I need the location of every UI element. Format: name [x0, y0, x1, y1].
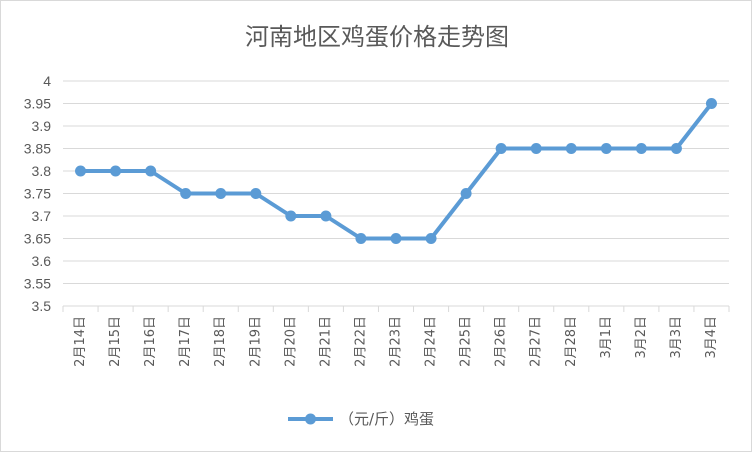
x-tick-label: 2月26日	[494, 316, 509, 367]
data-point	[75, 165, 87, 177]
data-point	[460, 188, 472, 199]
x-tick-label: 2月24日	[424, 316, 439, 367]
x-tick-label: 2月19日	[248, 316, 263, 367]
y-tick-label: 3.55	[24, 276, 51, 292]
series-eggs	[75, 98, 717, 244]
y-tick-label: 3.7	[32, 208, 52, 224]
x-tick-label: 2月27日	[529, 316, 544, 367]
y-tick-label: 3.6	[32, 253, 52, 269]
y-tick-label: 3.75	[24, 186, 51, 202]
y-tick-label: 3.65	[24, 231, 51, 247]
chart-title: 河南地区鸡蛋价格走势图	[245, 23, 509, 51]
data-point	[530, 143, 542, 154]
y-tick-label: 4	[43, 73, 51, 89]
x-tick-label: 2月17日	[178, 316, 193, 367]
x-tick-label: 2月21日	[318, 316, 333, 367]
data-point	[250, 188, 262, 199]
legend-marker-icon	[305, 413, 316, 425]
x-tick-label: 2月16日	[143, 316, 158, 367]
y-tick-label: 3.9	[32, 118, 52, 134]
data-point	[215, 188, 227, 199]
y-tick-label: 3.95	[24, 96, 51, 112]
x-tick-label: 2月25日	[459, 316, 474, 367]
x-tick-label: 2月22日	[353, 316, 368, 367]
data-point	[425, 233, 437, 244]
x-tick-label: 3月2日	[634, 316, 649, 359]
x-axis-ticks: 2月14日 2月15日 2月16日 2月17日 2月18日 2月19日 2月20日 2月21日…	[62, 306, 730, 367]
x-tick-label: 3月4日	[704, 316, 719, 359]
x-tick-label: 2月18日	[213, 316, 228, 367]
data-point	[565, 143, 577, 154]
x-tick-label: 2月15日	[108, 316, 123, 367]
data-point	[705, 98, 717, 109]
data-point	[355, 233, 367, 244]
x-tick-label: 2月14日	[73, 316, 88, 367]
data-point	[495, 143, 507, 154]
gridlines	[63, 80, 729, 307]
data-point	[670, 143, 682, 154]
x-tick-label: 3月3日	[669, 316, 684, 359]
data-point	[320, 210, 332, 222]
x-tick-label: 3月1日	[599, 316, 614, 359]
y-tick-label: 3.8	[32, 163, 52, 179]
data-point	[285, 210, 297, 222]
x-tick-label: 2月20日	[283, 316, 298, 367]
data-point	[110, 165, 122, 177]
y-tick-label: 3.5	[32, 298, 52, 314]
data-point	[635, 143, 647, 154]
data-point	[390, 233, 402, 244]
data-point	[180, 188, 192, 199]
data-point	[145, 165, 157, 177]
y-axis-ticks: 3.5 3.55 3.6 3.65 3.7 3.75 3.8 3.85 3.9 3.95 4	[24, 73, 51, 314]
x-tick-label: 2月28日	[564, 316, 579, 367]
y-tick-label: 3.85	[24, 141, 51, 157]
legend-label: （元/斤）鸡蛋	[339, 410, 434, 428]
legend: （元/斤）鸡蛋	[288, 410, 434, 428]
data-point	[600, 143, 612, 154]
x-tick-label: 2月23日	[389, 316, 404, 367]
